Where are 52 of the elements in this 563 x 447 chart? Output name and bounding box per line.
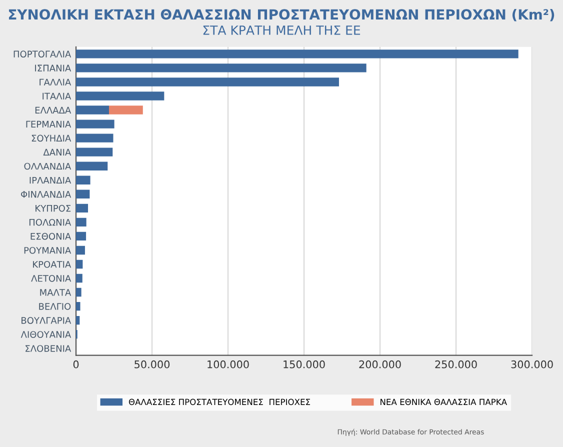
bar: [76, 288, 82, 297]
bar: [76, 92, 164, 100]
bar: [76, 274, 82, 283]
bar: [76, 246, 85, 255]
legend-label: ΘΑΛΑΣΣΙΕΣ ΠΡΟΣΤΑΤΕΥΟΜΕΝΕΣ ΠΕΡΙΟΧΕΣ: [128, 398, 310, 406]
legend-label: ΝΕΑ ΕΘΝΙΚΑ ΘΑΛΑΣΣΙΑ ΠΑΡΚΑ: [380, 398, 507, 406]
x-tick-label: 200.000: [359, 360, 401, 368]
bar: [76, 232, 86, 241]
x-tick-label: 150.000: [284, 360, 325, 368]
y-tick-label: ΛΕΤΟΝΙΑ: [31, 274, 72, 282]
y-tick-label: ΜΑΛΤΑ: [40, 289, 72, 296]
x-tick-label: 50.000: [134, 360, 170, 368]
chart-title: ΣΥΝΟΛΙΚΗ ΕΚΤΑΣΗ ΘΑΛΑΣΣΙΩΝ ΠΡΟΣΤΑΤΕΥΟΜΕΝΩΝ ΠΕΡΙΟΧΩΝ (Km²): [8, 8, 554, 22]
y-tick-label: ΕΛΛΑΔΑ: [35, 106, 72, 114]
bar: [76, 176, 90, 184]
chart-subtitle: ΣΤΑ ΚΡΑΤΗ ΜΕΛΗ ΤΗΣ ΕΕ: [203, 26, 360, 35]
y-tick-label: ΓΑΛΛΙΑ: [40, 78, 72, 86]
y-tick-label: ΟΛΛΑΝΔΙΑ: [24, 162, 72, 170]
y-tick-label: ΠΟΡΤΟΓΑΛΙΑ: [14, 50, 72, 58]
y-tick-label: ΠΟΛΩΝΙΑ: [29, 218, 72, 226]
bar: [108, 106, 143, 114]
bar: [76, 148, 113, 156]
y-tick-label: ΒΟΥΛΓΑΡΙΑ: [22, 317, 72, 324]
y-tick-label: ΣΛΟΒΕΝΙΑ: [26, 345, 72, 352]
x-tick-label: 300.000: [511, 360, 553, 368]
bar: [76, 204, 88, 213]
y-tick-label: ΣΟΥΗΔΙΑ: [32, 134, 72, 142]
y-tick-label: ΓΕΡΜΑΝΙΑ: [26, 120, 72, 128]
y-tick-label: ΔΑΝΙΑ: [43, 148, 72, 156]
y-tick-label: ΙΡΛΑΝΔΙΑ: [30, 176, 72, 184]
y-tick-label: ΡΟΥΜΑΝΙΑ: [24, 246, 72, 254]
bar: [76, 106, 109, 114]
bar: [76, 120, 114, 128]
y-tick-label: ΛΙΘΟΥΑΝΙΑ: [20, 331, 72, 338]
y-tick-label: ΙΣΠΑΝΙΑ: [35, 64, 72, 72]
bar: [76, 50, 518, 58]
bar: [76, 302, 80, 311]
x-tick-label: 100.000: [208, 360, 249, 368]
x-tick-label: 250.000: [435, 360, 477, 368]
y-tick-label: ΚΥΠΡΟΣ: [36, 204, 71, 212]
y-tick-label: ΒΕΛΓΙΟ: [39, 303, 71, 310]
y-tick-label: ΕΣΘΟΝΙΑ: [30, 232, 72, 240]
y-tick-label: ΙΤΑΛΙΑ: [42, 92, 72, 100]
y-tick-label: ΦΙΝΛΑΝΔΙΑ: [21, 190, 72, 198]
bar: [76, 64, 366, 72]
bar: [76, 218, 86, 227]
bar: [76, 134, 114, 142]
bar: [76, 162, 108, 170]
x-tick-label: 0: [73, 360, 79, 368]
y-tick-label: ΚΡΟΑΤΙΑ: [33, 260, 72, 268]
bar: [76, 190, 90, 198]
bar: [76, 78, 339, 86]
